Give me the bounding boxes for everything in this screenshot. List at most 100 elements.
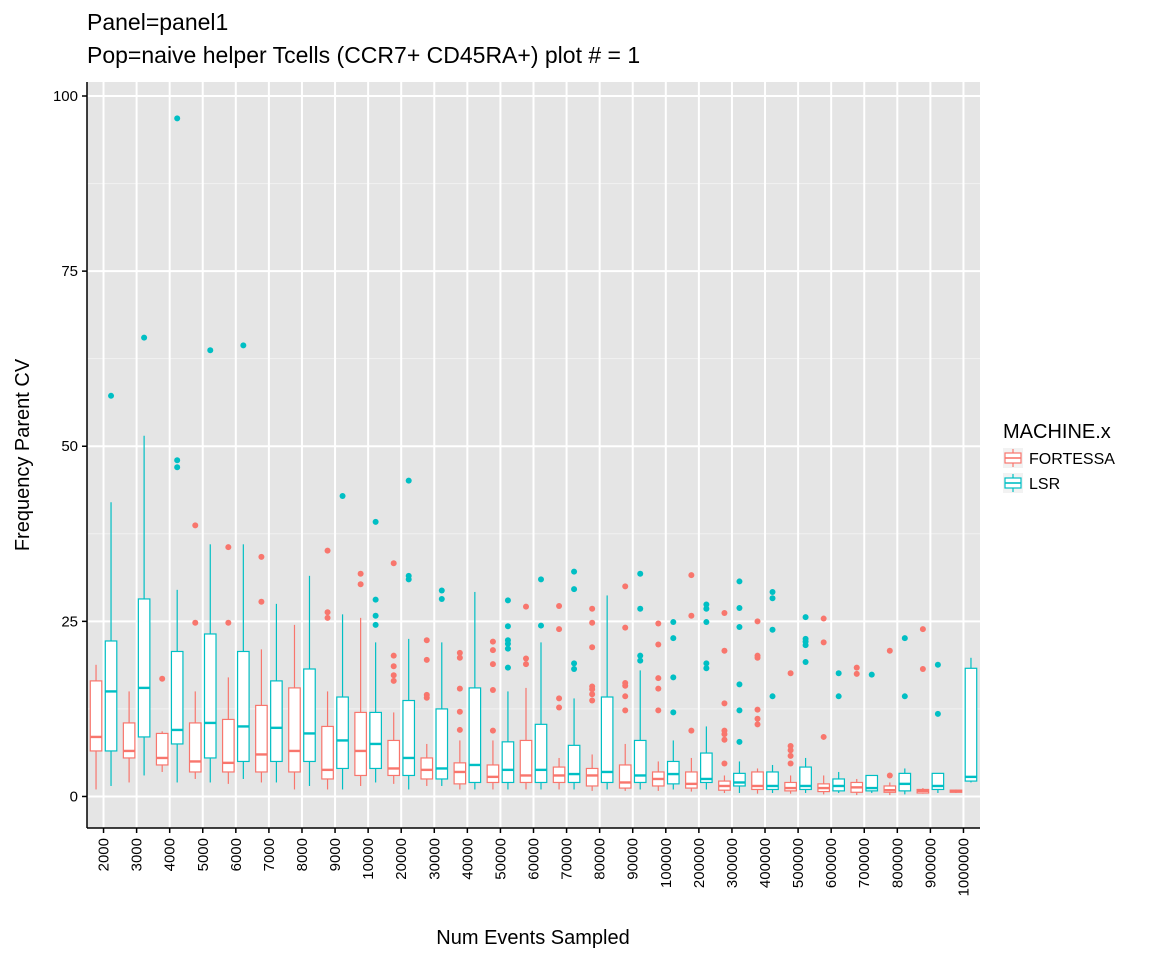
x-ticks: 2000 3000 4000 5000 6000 7000 8000 9000 10000 200… <box>96 828 972 896</box>
box <box>468 687 482 784</box>
outlier-point <box>787 760 794 767</box>
outlier-point <box>390 677 397 684</box>
outlier-point <box>390 652 397 659</box>
box-group <box>685 572 698 792</box>
box-group <box>832 670 846 793</box>
outlier-point <box>240 342 247 349</box>
outlier-point <box>489 687 496 694</box>
box <box>104 640 118 752</box>
box <box>336 696 349 770</box>
y-ticks: 0 25 50 75 100 <box>53 88 87 805</box>
outlier-point <box>423 691 430 698</box>
x-tick-label: 2000 <box>96 838 113 871</box>
box-group <box>949 789 963 793</box>
box <box>89 680 103 752</box>
outlier-point <box>655 641 662 648</box>
outlier-point <box>390 672 397 679</box>
outlier-point <box>721 736 728 743</box>
x-tick-label: 90000 <box>625 838 642 880</box>
outlier-point <box>589 605 596 612</box>
y-tick-label: 75 <box>61 263 78 280</box>
box-group <box>534 576 548 790</box>
box <box>585 767 599 787</box>
outlier-point <box>438 595 445 602</box>
outlier-point <box>372 596 379 603</box>
outlier-point <box>901 635 908 642</box>
box <box>453 762 467 785</box>
outlier-point <box>688 727 695 734</box>
outlier-point <box>754 652 761 659</box>
outlier-point <box>174 464 181 471</box>
legend-label: FORTESSA <box>1029 451 1115 468</box>
outlier-point <box>456 654 463 661</box>
outlier-point <box>721 609 728 616</box>
outlier-point <box>802 635 809 642</box>
y-tick-label: 25 <box>61 613 78 630</box>
box <box>402 699 416 777</box>
outlier-point <box>489 661 496 668</box>
outlier-point <box>736 605 743 612</box>
outlier-point <box>589 683 596 690</box>
box-group <box>766 588 779 793</box>
outlier-point <box>655 675 662 682</box>
box-group <box>288 624 301 790</box>
box <box>420 757 434 780</box>
outlier-point <box>787 747 794 754</box>
outlier-point <box>372 621 379 628</box>
box-group <box>122 691 136 783</box>
box-group <box>618 583 632 791</box>
x-tick-label: 300000 <box>724 838 741 888</box>
outlier-point <box>489 638 496 645</box>
box <box>236 650 250 763</box>
outlier-point <box>787 752 794 759</box>
box-group <box>402 477 416 790</box>
grid-lines <box>87 82 980 828</box>
outlier-point <box>736 738 743 745</box>
box <box>155 732 169 766</box>
outlier-point <box>372 518 379 525</box>
x-tick-label: 40000 <box>459 838 476 880</box>
outlier-point <box>372 612 379 619</box>
box-group <box>865 671 879 793</box>
box <box>964 667 978 782</box>
outlier-point <box>637 657 644 664</box>
outlier-point <box>324 614 331 621</box>
outlier-point <box>556 626 563 633</box>
box-group <box>784 670 797 794</box>
box-group <box>486 638 500 790</box>
x-tick-label: 1000000 <box>955 838 972 896</box>
x-tick-label: 3000 <box>129 838 146 871</box>
box <box>170 650 184 745</box>
box-group <box>718 609 731 793</box>
outlier-point <box>703 601 710 608</box>
outlier-point <box>207 347 214 354</box>
chart-subtitle: Pop=naive helper Tcells (CCR7+ CD45RA+) … <box>87 42 640 68</box>
box-group <box>567 568 581 790</box>
box <box>519 739 533 784</box>
box <box>270 680 283 763</box>
legend: MACHINE.x FORTESSA LSR <box>1003 421 1115 493</box>
outlier-point <box>934 661 941 668</box>
outlier-point <box>688 572 695 579</box>
box <box>931 772 945 791</box>
outlier-point <box>571 660 578 667</box>
x-tick-label: 5000 <box>195 838 212 871</box>
x-tick-label: 400000 <box>757 838 774 888</box>
box <box>303 668 316 763</box>
box <box>685 771 698 789</box>
outlier-point <box>655 620 662 627</box>
outlier-point <box>901 693 908 700</box>
box-group <box>170 115 184 783</box>
box-group <box>519 603 533 790</box>
box-group <box>733 578 746 793</box>
y-tick-label: 100 <box>53 88 78 105</box>
outlier-point <box>456 649 463 656</box>
outlier-point <box>934 710 941 717</box>
outlier-point <box>423 656 430 663</box>
x-tick-label: 70000 <box>559 838 576 880</box>
outlier-point <box>835 670 842 677</box>
outlier-point <box>622 707 629 714</box>
chart-title: Panel=panel1 <box>87 9 228 35</box>
outlier-point <box>622 693 629 700</box>
box <box>766 771 779 791</box>
